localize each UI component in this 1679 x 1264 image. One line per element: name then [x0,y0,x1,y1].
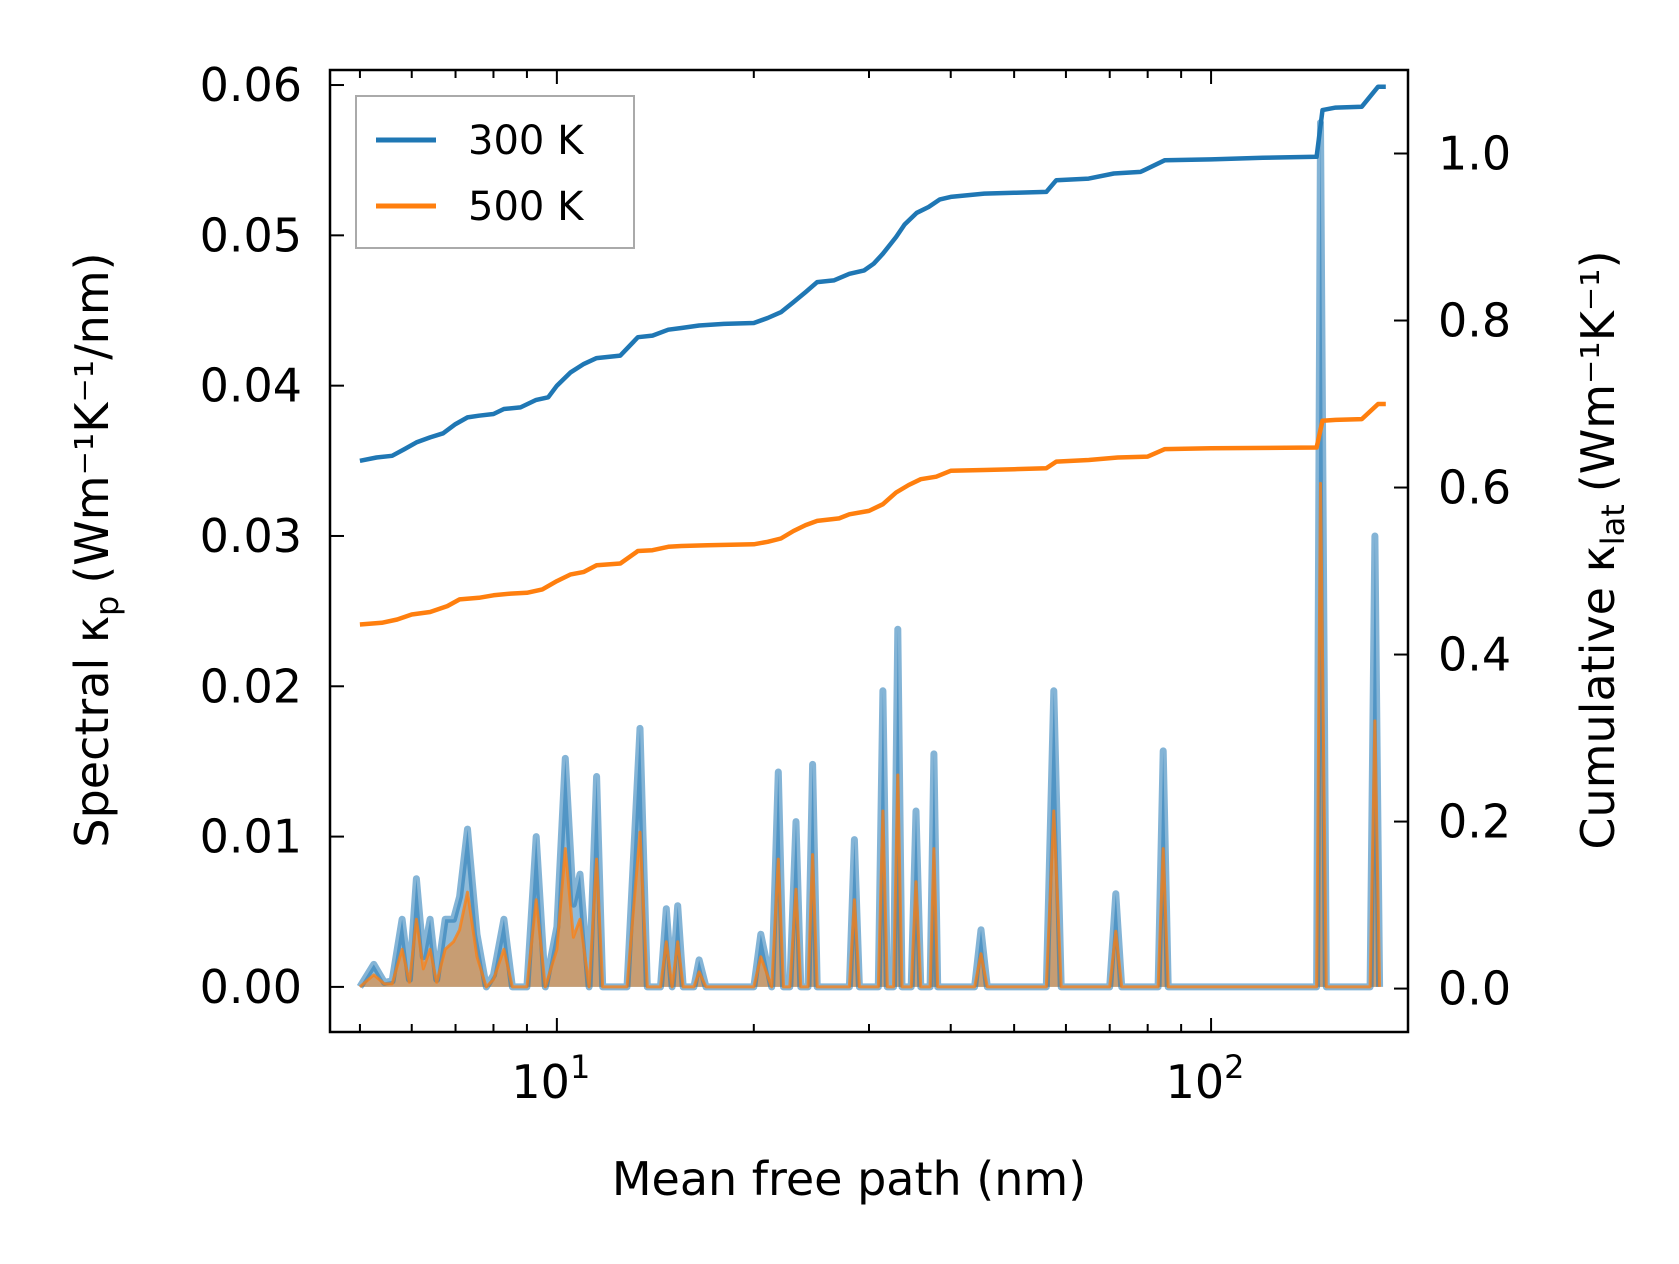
y-left-tick-label: 0.01 [200,810,302,864]
y-left-tick-label: 0.05 [200,208,302,262]
legend: 300 K 500 K [355,95,635,249]
y-left-tick-label: 0.03 [200,509,302,563]
y-right-tick-label: 0.4 [1438,628,1511,682]
y-left-axis-title: Spectral κp (Wm⁻¹K⁻¹/nm) [65,252,126,847]
cumulative-500k-line [359,401,1386,627]
y-left-axis-title-subscript: p [88,596,126,616]
cumulative-300k-line [359,84,1386,464]
y-right-tick-label: 0.2 [1438,795,1511,849]
y-right-axis-title-unit: (Wm⁻¹K⁻¹) [1571,250,1625,492]
spectral-300k-line [356,119,1384,991]
y-left-axis-title-unit: (Wm⁻¹K⁻¹/nm) [65,252,119,583]
y-right-axis-title: Cumulative κlat (Wm⁻¹K⁻¹) [1571,250,1632,849]
y-right-tick-label: 0.6 [1438,461,1511,515]
y-left-tick-label: 0.06 [200,58,302,112]
y-left-tick-label: 0.04 [200,359,302,413]
spectral-300k-area [359,122,1380,987]
legend-label: 300 K [468,118,585,164]
y-right-axis-title-main: Cumulative κ [1571,545,1625,849]
legend-box [355,95,635,249]
x-tick-base: 10 [511,1055,570,1109]
y-right-tick-label: 0.8 [1438,294,1511,348]
spectral-500k-area [359,483,1380,987]
axes: 101 1020.000.010.020.030.040.050.060.00.2… [65,58,1632,1206]
spectral-500k-line [358,481,1382,989]
y-right-tick-label: 0.0 [1438,962,1511,1016]
x-tick-label: 101 [511,1048,590,1109]
y-left-tick-label: 0.02 [200,659,302,713]
x-tick-exponent: 2 [1224,1048,1244,1086]
y-left-tick-label: 0.00 [200,960,302,1014]
y-right-tick-label: 1.0 [1438,127,1511,181]
x-tick-exponent: 1 [570,1048,590,1086]
y-left-axis-title-main: Spectral κ [65,616,119,848]
x-tick-base: 10 [1166,1055,1225,1109]
y-right-axis-title-subscript: lat [1594,504,1632,545]
plot-area [356,84,1386,991]
x-axis-title: Mean free path (nm) [612,1152,1086,1206]
x-tick-label: 102 [1166,1048,1245,1109]
legend-label: 500 K [468,184,585,230]
